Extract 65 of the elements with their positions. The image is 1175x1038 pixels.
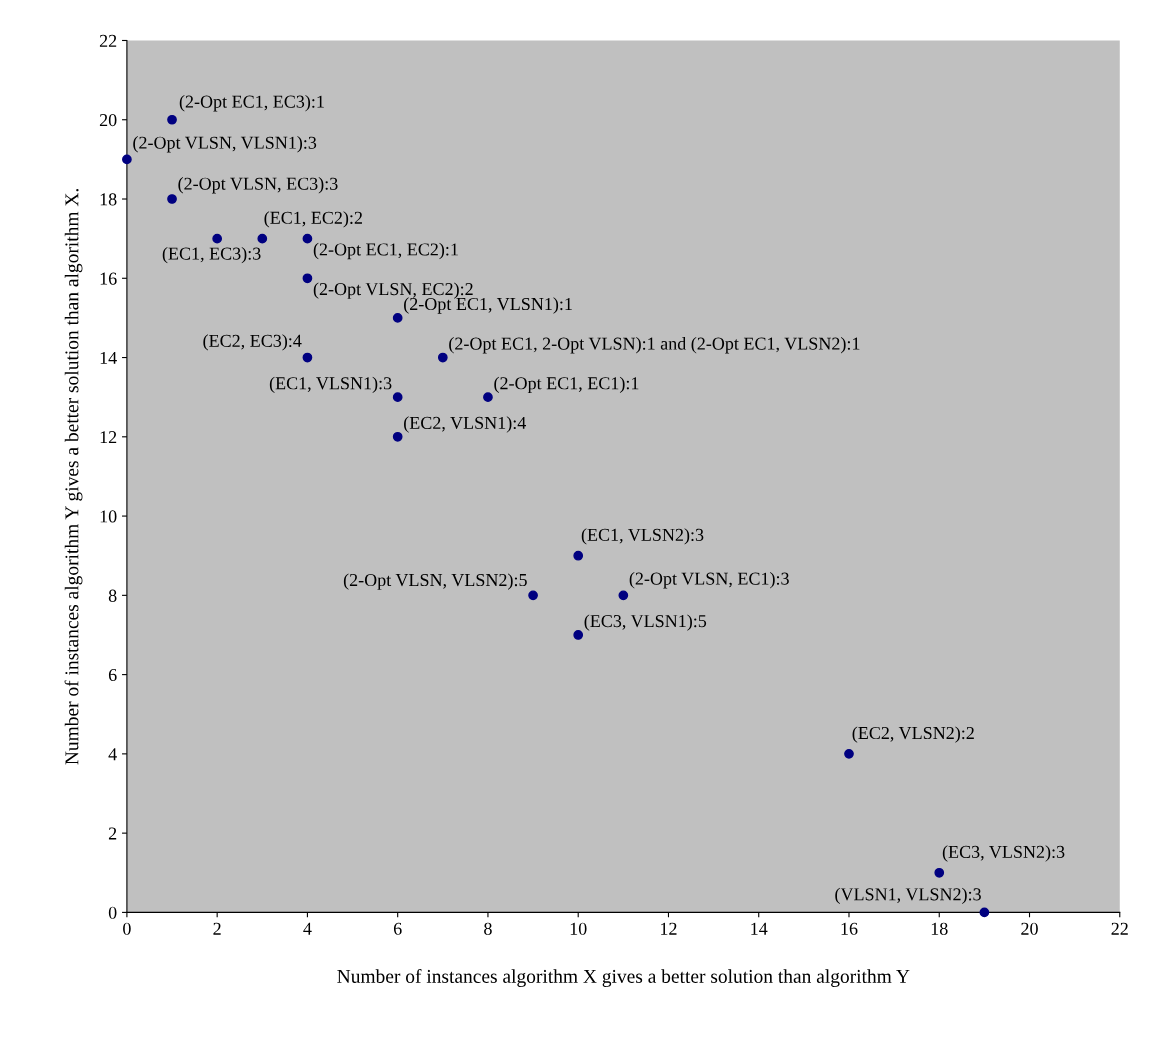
y-axis-title: Number of instances algorithm Y gives a better solution than algorithm X. [64,189,83,765]
annotation: (EC2, EC3):4 [203,334,302,351]
annotation: (EC3, VLSN1):5 [584,614,707,631]
x-tick-label: 20 [1021,922,1038,935]
x-tick-label: 6 [393,922,402,935]
annotation: (EC2, VLSN2):2 [852,726,974,743]
point [392,313,403,323]
point [167,114,177,125]
point [618,590,629,601]
annotation: (2-Opt VLSN, EC3):3 [178,177,338,194]
point [302,352,313,363]
annotation: (EC1, VLSN2):3 [581,528,704,545]
annotation: (2-Opt EC1, EC3):1 [179,95,324,112]
annotation: (2-Opt VLSN, EC1):3 [629,572,789,589]
y-tick-label: 18 [100,193,117,206]
y-tick-label: 16 [100,272,117,285]
annotation: (2-Opt VLSN, VLSN2):5 [343,573,527,590]
annotation: (2-Opt EC1, 2-Opt VLSN):1 and (2-Opt EC1, VLSN2):1 [449,337,860,354]
point [573,630,584,640]
point [528,590,538,601]
annotation: (EC1, EC2):2 [264,211,362,228]
point [167,194,177,204]
annotation: (2-Opt EC1, EC1):1 [494,376,639,394]
y-tick-label: 14 [100,351,117,364]
y-tick-label: 6 [108,668,117,682]
point [302,233,313,244]
x-tick-label: 10 [570,922,587,935]
x-tick-label: 0 [123,922,131,935]
annotation: (2-Opt VLSN, EC2):2 [313,282,473,299]
x-tick-label: 2 [213,922,221,935]
annotation: (2-Opt VLSN, VLSN1):3 [133,136,317,153]
y-tick-label: 8 [108,589,117,602]
point [392,431,403,442]
y-tick-label: 22 [99,34,117,47]
y-tick-label: 12 [100,431,117,444]
point [122,154,132,165]
point [483,392,493,403]
x-tick-label: 14 [751,922,768,935]
point [844,749,854,759]
y-tick-label: 20 [99,114,117,127]
point [257,233,268,244]
point [437,352,448,363]
point [573,550,584,561]
point [934,867,945,878]
point [392,392,403,403]
point [979,907,990,918]
x-tick-label: 8 [484,922,492,935]
point [212,233,223,244]
annotation: (2-Opt EC1, EC2):1 [313,242,458,260]
annotation: (EC3, VLSN2):3 [942,845,1065,862]
x-tick-label: 22 [1111,922,1128,935]
y-tick-label: 10 [100,510,117,523]
annotation: (EC1, EC3):3 [162,246,261,264]
point [302,273,313,284]
annotation: (EC2, VLSN1):4 [404,416,527,433]
y-tick-label: 0 [108,906,117,919]
y-tick-label: 2 [108,827,117,840]
x-axis-title: Number of instances algorithm X gives a better solution than algorithm Y [337,969,910,987]
y-tick-label: 4 [108,748,117,761]
x-tick-label: 12 [661,922,677,935]
x-tick-label: 4 [303,922,312,935]
x-tick-label: 16 [841,922,858,935]
x-tick-label: 18 [931,922,948,935]
annotation: (EC1, VLSN1):3 [269,376,392,394]
annotation: (VLSN1, VLSN2):3 [835,887,981,905]
